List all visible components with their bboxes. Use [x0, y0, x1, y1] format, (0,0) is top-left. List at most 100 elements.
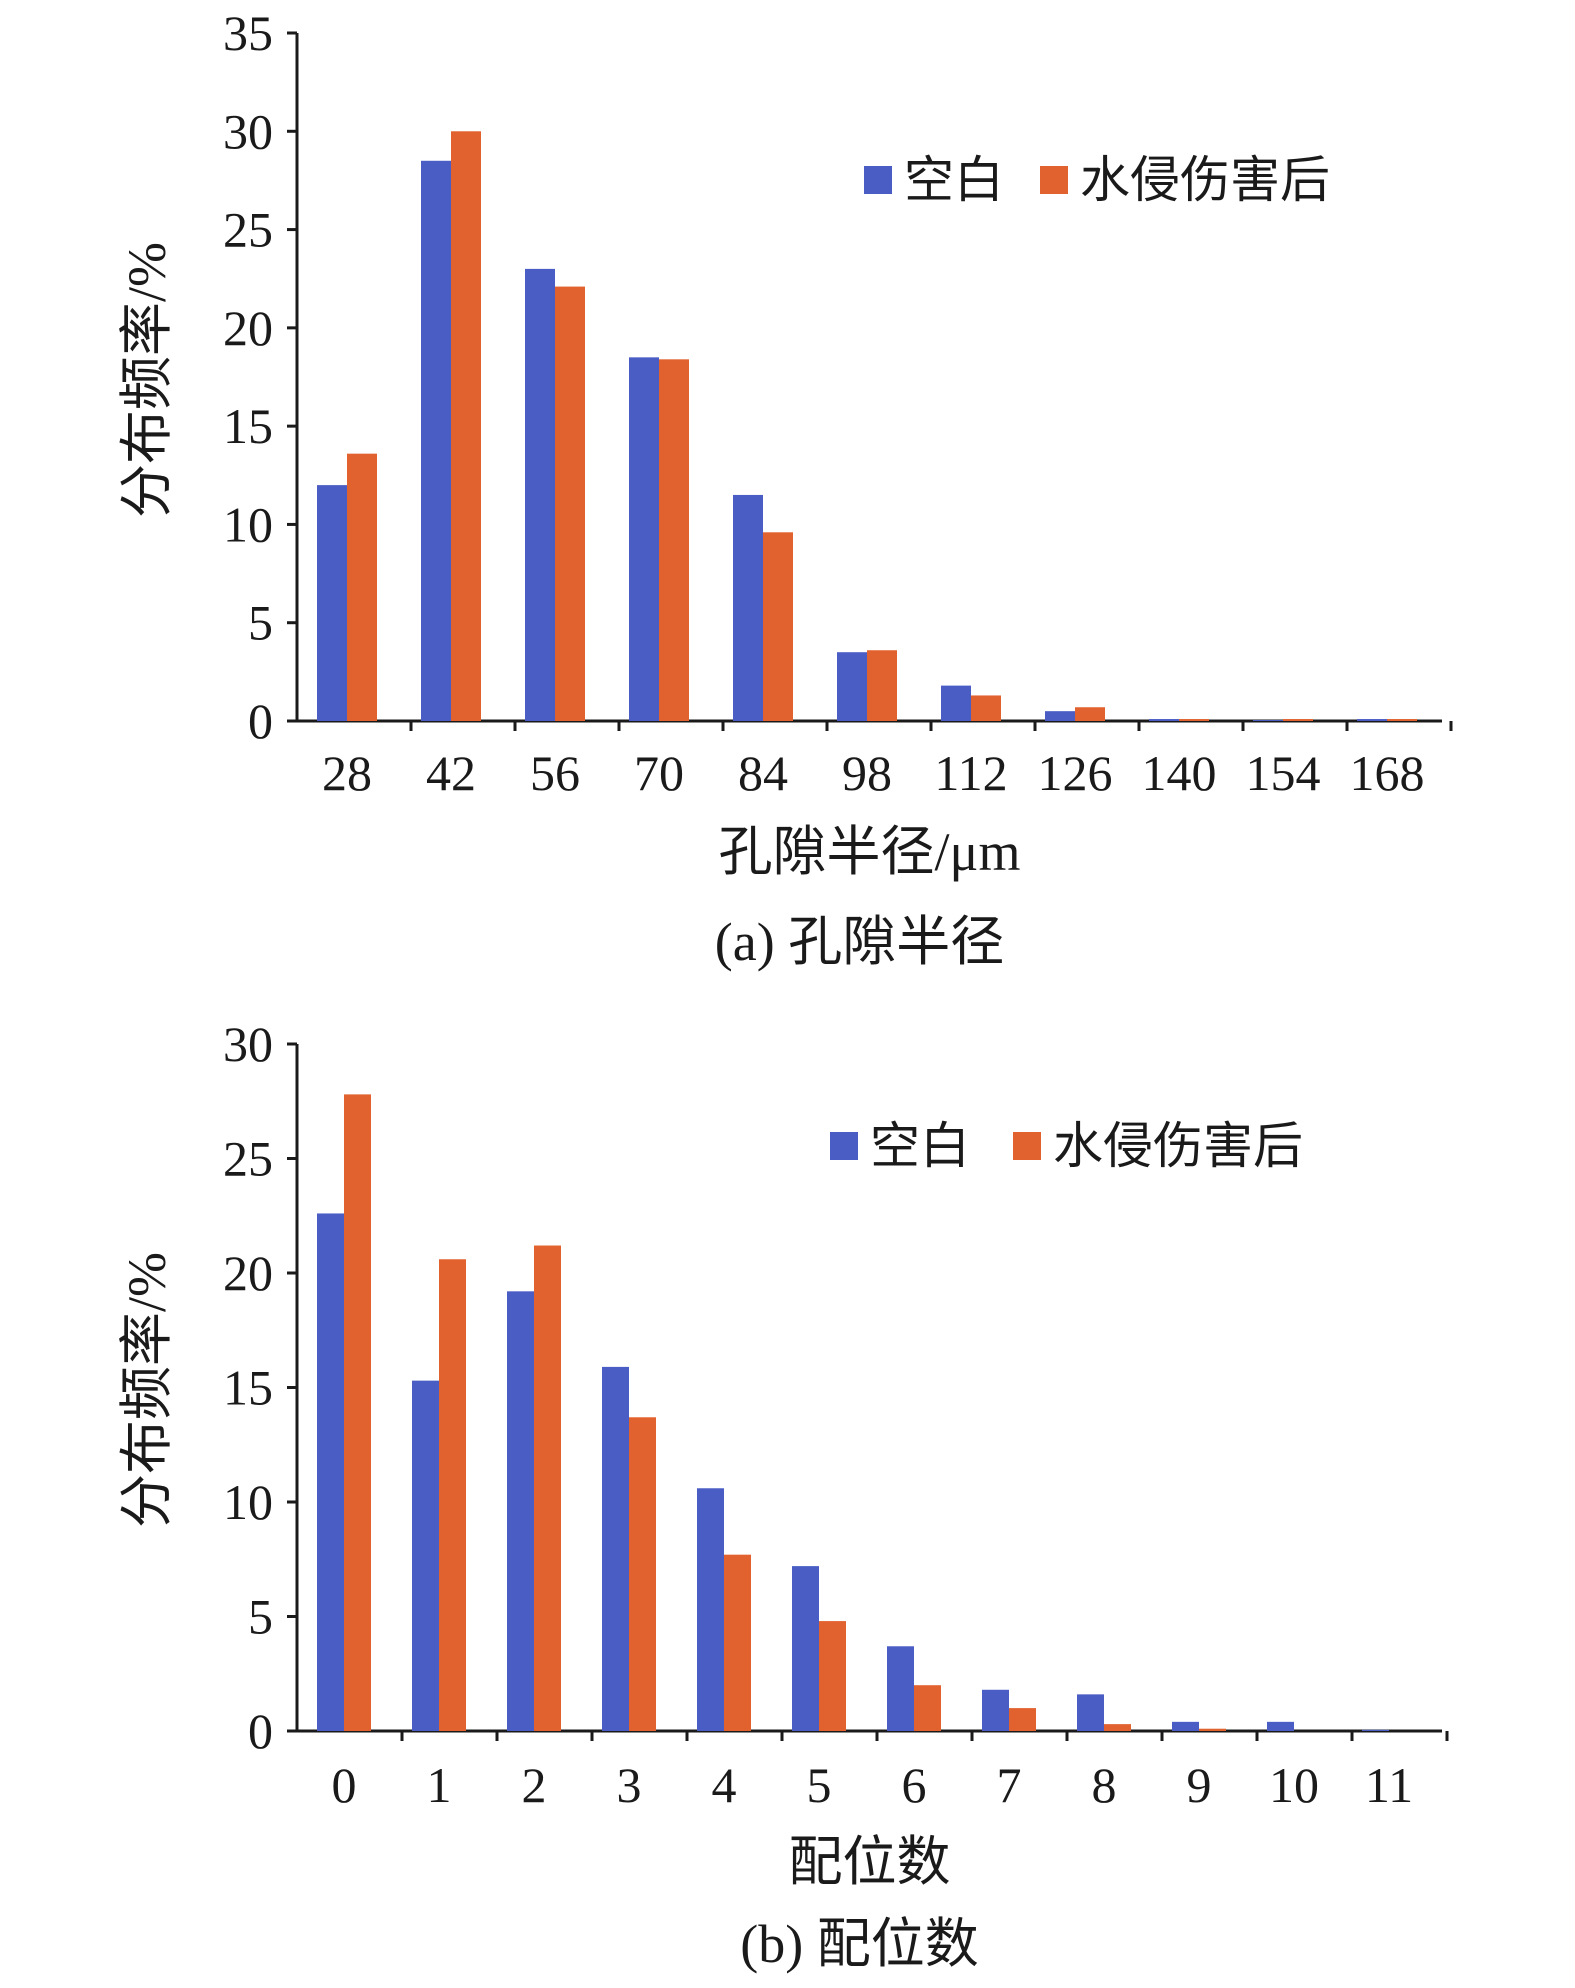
- legend-swatch-blank: [830, 1132, 858, 1160]
- bar-blank: [629, 357, 659, 721]
- bar-damaged: [1199, 1728, 1226, 1731]
- x-tick-label: 98: [842, 745, 892, 801]
- bar-blank: [1357, 719, 1387, 721]
- x-tick-label: 154: [1246, 745, 1321, 801]
- bar-damaged: [1179, 719, 1209, 721]
- figure-caption: (b) 配位数: [740, 1914, 978, 1974]
- bar-damaged: [555, 286, 585, 721]
- bar-damaged: [1009, 1708, 1036, 1731]
- bar-damaged: [451, 131, 481, 722]
- x-tick-label: 42: [426, 745, 476, 801]
- bar-damaged: [347, 453, 377, 721]
- bar-blank: [941, 685, 971, 721]
- x-tick-label: 70: [634, 745, 684, 801]
- y-tick-label: 25: [223, 1131, 273, 1187]
- bar-damaged: [629, 1417, 656, 1731]
- y-tick-label: 20: [223, 1245, 273, 1301]
- legend: 空白 水侵伤害后: [830, 1118, 1303, 1174]
- x-tick-label: 11: [1365, 1757, 1413, 1813]
- bar-blank: [733, 494, 763, 721]
- bar-damaged: [1075, 707, 1105, 721]
- legend-label-damaged: 水侵伤害后: [1080, 152, 1330, 208]
- x-axis-title: 配位数: [789, 1832, 951, 1892]
- y-tick-label: 5: [248, 595, 273, 651]
- bar-blank: [1267, 1721, 1294, 1731]
- bar-blank: [602, 1366, 629, 1731]
- bar-damaged: [659, 359, 689, 721]
- legend-label-damaged: 水侵伤害后: [1053, 1118, 1303, 1174]
- y-axis-title: 分布频率/%: [117, 1252, 177, 1528]
- bar-damaged: [1387, 719, 1417, 721]
- bar-blank: [421, 160, 451, 721]
- bar-blank: [792, 1566, 819, 1731]
- y-tick-label: 25: [223, 202, 273, 258]
- y-axis-title: 分布频率/%: [117, 242, 177, 518]
- bar-damaged: [1104, 1724, 1131, 1731]
- x-tick-label: 4: [712, 1757, 737, 1813]
- figure-caption: (a) 孔隙半径: [715, 912, 1004, 972]
- bar-blank: [317, 1213, 344, 1731]
- x-tick-label: 8: [1092, 1757, 1117, 1813]
- bar-blank: [317, 485, 347, 721]
- x-tick-label: 112: [934, 745, 1007, 801]
- bar-blank: [1172, 1721, 1199, 1731]
- x-tick-label: 168: [1350, 745, 1425, 801]
- y-tick-label: 5: [248, 1589, 273, 1645]
- y-tick-label: 35: [223, 5, 273, 61]
- bar-blank: [507, 1291, 534, 1731]
- legend: 空白 水侵伤害后: [864, 152, 1330, 208]
- bar-blank: [887, 1646, 914, 1731]
- bar-damaged: [819, 1621, 846, 1731]
- bar-blank: [837, 652, 867, 721]
- x-tick-label: 6: [902, 1757, 927, 1813]
- bar-damaged: [867, 650, 897, 721]
- chart-coordination-number: 0 5 10 15 20 25 30 0 1 2 3 4 5 6 7 8 9 10 11 配位数 分布频率/% (b) 配…: [117, 1016, 1449, 1974]
- bar-damaged: [914, 1685, 941, 1731]
- x-tick-label: 126: [1038, 745, 1113, 801]
- bar-damaged: [971, 695, 1001, 721]
- y-tick-label: 10: [223, 496, 273, 552]
- bar-blank: [1362, 1729, 1389, 1731]
- bar-blank: [1149, 719, 1179, 721]
- x-tick-label: 84: [738, 745, 788, 801]
- legend-swatch-damaged: [1040, 166, 1068, 194]
- y-tick-label: 30: [223, 103, 273, 159]
- x-tick-label: 28: [322, 745, 372, 801]
- bar-blank: [1077, 1694, 1104, 1731]
- bar-damaged: [724, 1554, 751, 1731]
- bar-damaged: [534, 1245, 561, 1731]
- y-tick-label: 10: [223, 1474, 273, 1530]
- bar-blank: [982, 1689, 1009, 1731]
- y-tick-label: 30: [223, 1016, 273, 1072]
- x-tick-label: 7: [997, 1757, 1022, 1813]
- x-tick-label: 2: [522, 1757, 547, 1813]
- bar-blank: [412, 1380, 439, 1731]
- legend-swatch-damaged: [1013, 1132, 1041, 1160]
- y-tick-label: 0: [248, 1703, 273, 1759]
- bar-damaged: [344, 1094, 371, 1731]
- x-tick-label: 140: [1142, 745, 1217, 801]
- bar-damaged: [439, 1259, 466, 1731]
- bar-blank: [525, 268, 555, 721]
- y-tick-label: 15: [223, 398, 273, 454]
- bar-blank: [1045, 711, 1075, 721]
- x-tick-label: 0: [332, 1757, 357, 1813]
- bar-damaged: [763, 532, 793, 721]
- x-tick-label: 5: [807, 1757, 832, 1813]
- x-tick-label: 10: [1269, 1757, 1319, 1813]
- x-tick-label: 1: [427, 1757, 452, 1813]
- x-tick-label: 56: [530, 745, 580, 801]
- y-tick-label: 15: [223, 1360, 273, 1416]
- bar-blank: [1253, 720, 1283, 721]
- x-tick-label: 9: [1187, 1757, 1212, 1813]
- chart-pore-radius: 0 5 10 15 20 25 30 35 28 42 56 70 84 98 112 126 140 154 16…: [117, 5, 1453, 972]
- legend-label-blank: 空白: [904, 152, 1004, 208]
- x-axis-title: 孔隙半径/μm: [719, 822, 1021, 882]
- bar-damaged: [1283, 719, 1313, 721]
- x-tick-label: 3: [617, 1757, 642, 1813]
- y-tick-label: 20: [223, 300, 273, 356]
- legend-swatch-blank: [864, 166, 892, 194]
- bar-blank: [697, 1488, 724, 1731]
- y-tick-label: 0: [248, 693, 273, 749]
